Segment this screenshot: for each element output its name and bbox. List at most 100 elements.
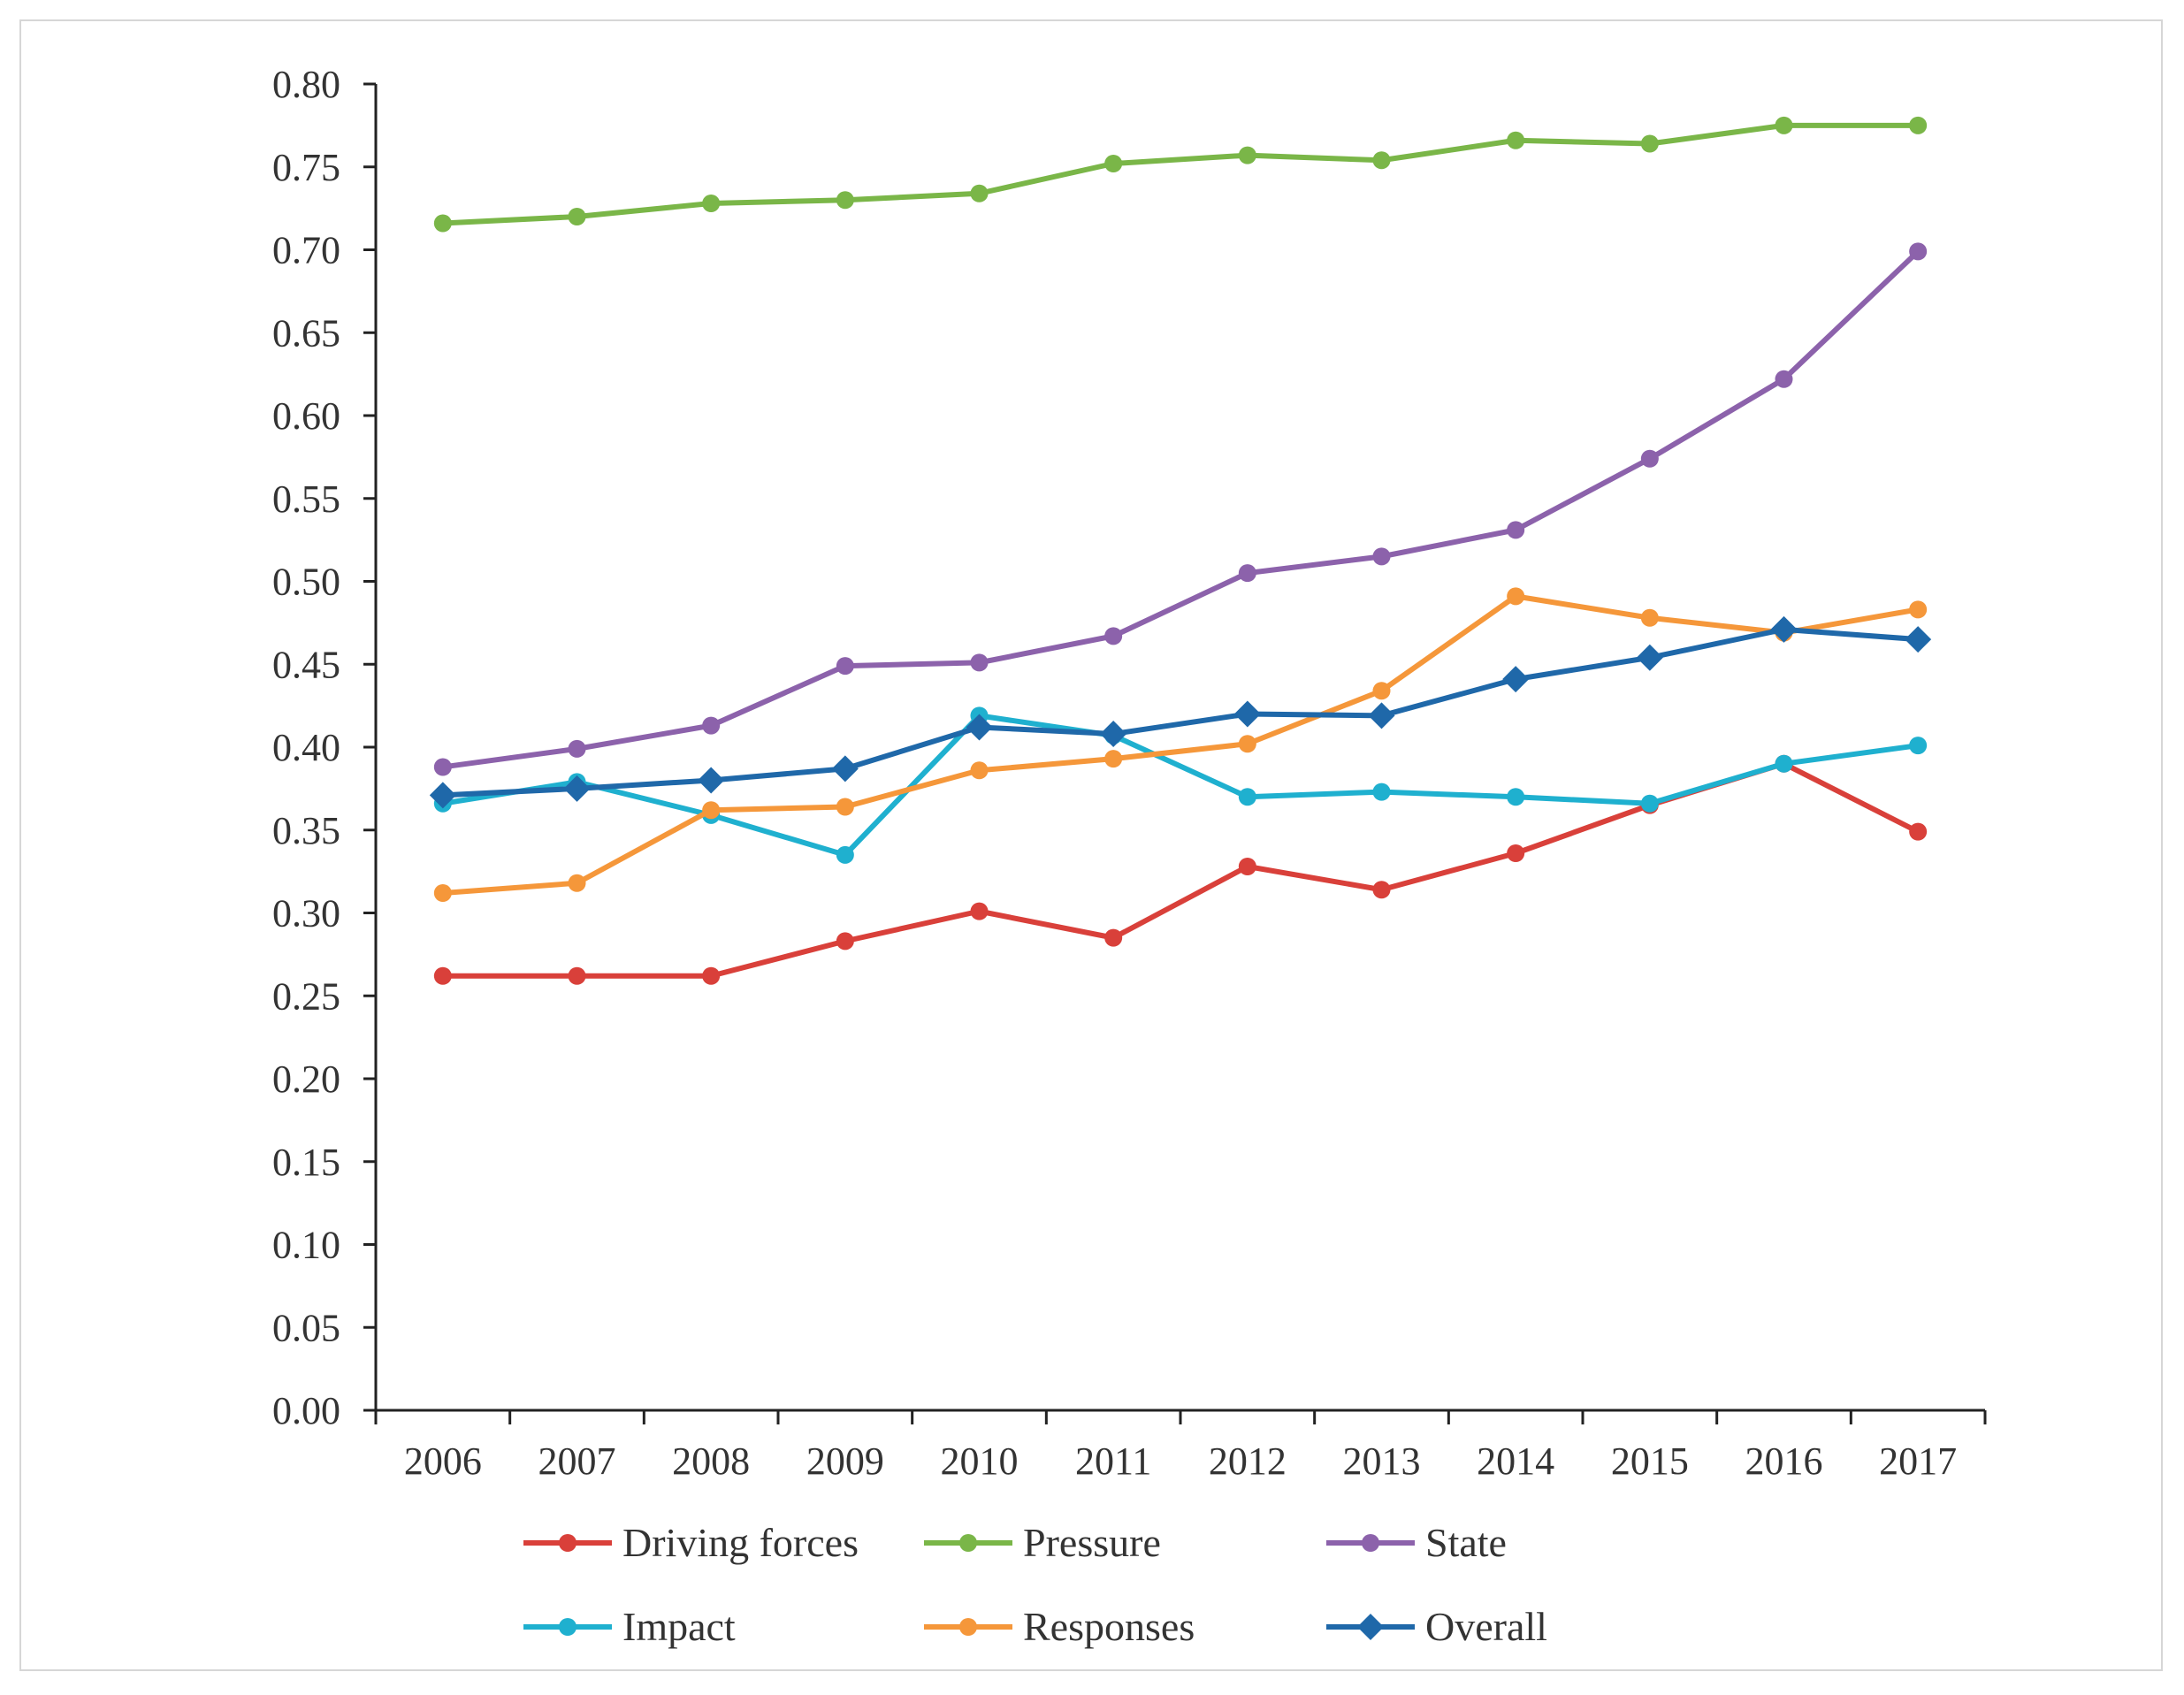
data-point-overall — [1368, 702, 1395, 729]
y-tick-label: 0.45 — [272, 643, 340, 686]
y-tick-label: 0.30 — [272, 892, 340, 935]
y-tick-label: 0.40 — [272, 726, 340, 769]
legend-label-state: State — [1425, 1520, 1507, 1565]
data-point-overall — [966, 714, 993, 741]
data-point-state — [1909, 242, 1928, 261]
x-tick-label: 2008 — [672, 1439, 750, 1483]
series-overall — [429, 615, 1932, 809]
axes: 0.00 0.05 0.10 0.15 0.20 0.25 0.30 0.35 0.40 0.45… — [272, 63, 1987, 1483]
data-point-overall — [1233, 700, 1261, 728]
series-line-state — [442, 249, 1921, 770]
data-point-overall — [1502, 666, 1530, 693]
legend: Driving forces Pressure State Impact Respons… — [523, 1520, 1547, 1649]
series-line-driving-forces — [442, 760, 1920, 979]
legend-item-driving-forces: Driving forces — [523, 1520, 859, 1565]
data-point-impact — [836, 845, 854, 864]
x-tick-label: 2012 — [1209, 1439, 1287, 1483]
data-point-pressure — [970, 184, 989, 202]
y-tick-label: 0.70 — [272, 229, 340, 272]
legend-marker-pressure — [959, 1534, 977, 1552]
y-tick-label: 0.75 — [272, 146, 340, 189]
y-tick-label: 0.10 — [272, 1224, 340, 1267]
data-point-overall — [563, 775, 591, 802]
y-tick-label: 0.65 — [272, 311, 340, 355]
data-point-driving-forces — [970, 902, 989, 920]
data-point-pressure — [1640, 134, 1659, 153]
legend-marker-impact — [559, 1618, 577, 1636]
legend-marker-state — [1362, 1534, 1379, 1552]
data-point-responses — [702, 801, 721, 820]
x-tick-label: 2007 — [538, 1439, 616, 1483]
data-point-overall — [1100, 721, 1127, 747]
data-point-pressure — [1507, 131, 1525, 149]
chart-frame — [19, 19, 2163, 1671]
x-tick-label: 2011 — [1075, 1439, 1151, 1483]
y-tick-label: 0.25 — [272, 974, 340, 1018]
data-point-responses — [836, 798, 854, 816]
series-responses — [433, 587, 1928, 902]
data-point-responses — [1640, 608, 1659, 627]
data-point-overall — [831, 755, 859, 783]
x-tick-label: 2017 — [1879, 1439, 1957, 1483]
data-point-pressure — [568, 208, 586, 225]
data-point-impact — [1372, 783, 1391, 801]
series-layer — [429, 116, 1932, 985]
legend-marker-overall — [1357, 1614, 1384, 1640]
data-point-responses — [1372, 682, 1391, 700]
y-tick-label: 0.50 — [272, 561, 340, 604]
data-point-state — [970, 653, 989, 672]
data-point-pressure — [1372, 151, 1391, 170]
data-point-responses — [1507, 587, 1525, 606]
legend-label-pressure: Pressure — [1023, 1520, 1161, 1565]
data-point-responses — [1104, 750, 1123, 768]
x-tick-label: 2016 — [1745, 1439, 1823, 1483]
series-line-pressure — [442, 122, 1919, 226]
legend-label-overall: Overall — [1425, 1604, 1547, 1649]
data-point-pressure — [433, 214, 452, 233]
x-tick-label: 2006 — [404, 1439, 482, 1483]
data-point-responses — [568, 874, 586, 892]
data-point-overall — [1636, 644, 1663, 671]
data-point-state — [1372, 547, 1391, 566]
data-point-impact — [1909, 737, 1928, 755]
legend-item-responses: Responses — [924, 1604, 1195, 1649]
series-line-overall — [442, 626, 1919, 798]
series-line-responses — [442, 593, 1919, 896]
data-point-overall — [698, 767, 725, 794]
y-tick-label: 0.80 — [272, 63, 340, 106]
data-point-pressure — [702, 195, 721, 212]
series-line-impact — [442, 713, 1919, 858]
data-point-driving-forces — [1909, 822, 1928, 841]
data-point-driving-forces — [568, 966, 586, 985]
data-point-state — [1640, 449, 1659, 468]
data-point-driving-forces — [1104, 928, 1123, 947]
y-tick-label: 0.20 — [272, 1057, 340, 1101]
x-tick-label: 2014 — [1477, 1439, 1554, 1483]
data-point-pressure — [1775, 116, 1793, 134]
legend-marker-driving-forces — [559, 1534, 577, 1552]
data-point-impact — [1238, 788, 1256, 806]
data-point-overall — [429, 782, 456, 809]
legend-label-driving-forces: Driving forces — [622, 1520, 859, 1565]
series-pressure — [433, 116, 1928, 233]
data-point-state — [568, 739, 586, 758]
data-point-state — [1238, 564, 1256, 583]
x-tick-label: 2010 — [941, 1439, 1019, 1483]
series-state — [433, 242, 1928, 776]
data-point-state — [1775, 370, 1793, 388]
legend-label-responses: Responses — [1023, 1604, 1195, 1649]
data-point-impact — [1775, 754, 1793, 773]
data-point-overall — [1770, 615, 1798, 643]
data-point-pressure — [836, 191, 854, 210]
y-tick-label: 0.35 — [272, 809, 340, 852]
y-tick-label: 0.05 — [272, 1306, 340, 1349]
data-point-impact — [1507, 788, 1525, 806]
data-point-state — [1507, 521, 1525, 539]
data-point-driving-forces — [1238, 858, 1256, 875]
data-point-pressure — [1909, 116, 1928, 134]
data-point-impact — [1640, 794, 1659, 813]
legend-item-impact: Impact — [523, 1604, 736, 1649]
data-point-driving-forces — [1372, 881, 1391, 899]
data-point-overall — [1905, 626, 1932, 653]
